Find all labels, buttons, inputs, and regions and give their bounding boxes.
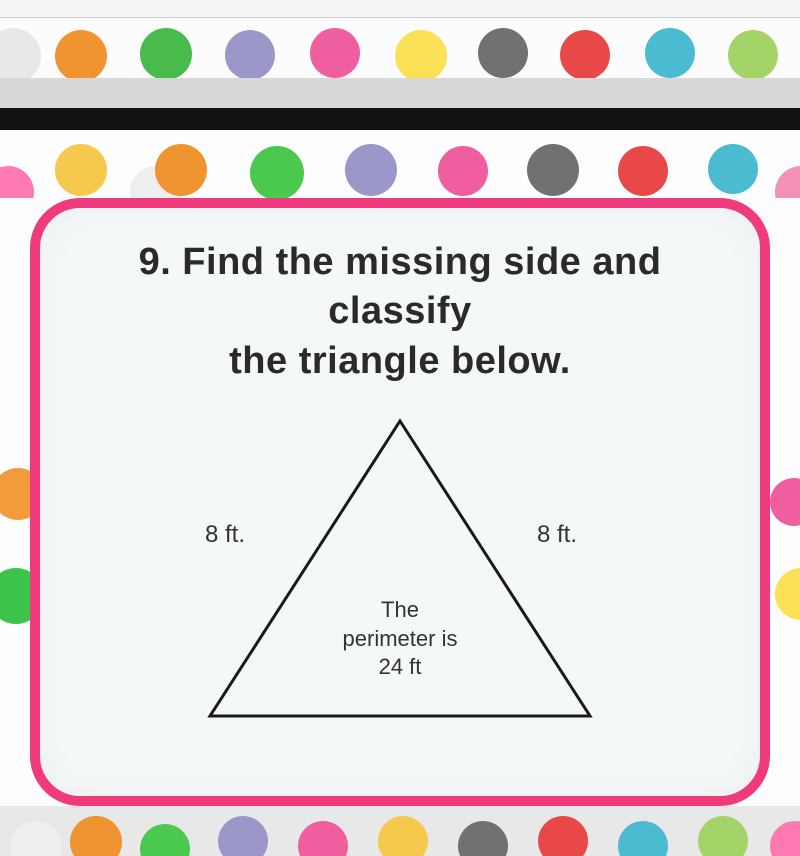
polka-dot: [770, 821, 800, 856]
polka-dot: [708, 144, 758, 194]
question-line1: 9. Find the missing side and classify: [139, 241, 662, 332]
polka-dot: [770, 478, 800, 526]
polka-dot: [698, 816, 748, 856]
polka-dot: [728, 30, 778, 78]
polka-dot: [70, 816, 122, 856]
polka-dot: [645, 28, 695, 78]
polka-dot: [775, 166, 800, 198]
polka-dot: [527, 144, 579, 196]
polka-dot: [10, 821, 62, 856]
right-side-label: 8 ft.: [537, 521, 577, 549]
polka-dot: [458, 821, 508, 856]
polka-dot: [0, 28, 41, 78]
polka-dot: [378, 816, 428, 856]
polka-dot: [0, 166, 34, 198]
perimeter-text: The perimeter is 24 ft: [300, 596, 500, 682]
card-area: 9. Find the missing side and classify th…: [0, 198, 800, 806]
question-text: 9. Find the missing side and classify th…: [74, 238, 726, 386]
triangle-shape: [190, 416, 610, 736]
polka-dot: [618, 146, 668, 196]
black-band: [0, 108, 800, 130]
polka-dot: [55, 144, 107, 196]
polka-dot: [140, 28, 192, 78]
polka-dot: [250, 146, 304, 198]
polka-dot: [395, 30, 447, 78]
polka-dot: [478, 28, 528, 78]
top-bar: [0, 0, 800, 18]
polka-dot: [55, 30, 107, 78]
left-side-label: 8 ft.: [205, 521, 245, 549]
triangle-diagram: 8 ft. 8 ft. The perimeter is 24 ft: [190, 416, 610, 736]
polka-dot: [438, 146, 488, 196]
polka-row-mid: [0, 130, 800, 198]
polka-dot: [560, 30, 610, 78]
gray-band: [0, 78, 800, 108]
polka-dot: [775, 568, 800, 620]
polka-row-top: [0, 18, 800, 78]
polka-dot: [140, 824, 190, 856]
polka-row-bottom: [0, 806, 800, 856]
polka-dot: [155, 144, 207, 196]
polka-dot: [538, 816, 588, 856]
polka-dot: [225, 30, 275, 78]
polka-dot: [345, 144, 397, 196]
polka-dot: [298, 821, 348, 856]
polka-dot: [310, 28, 360, 78]
polka-dot: [218, 816, 268, 856]
question-line2: the triangle below.: [229, 340, 571, 382]
question-card: 9. Find the missing side and classify th…: [30, 198, 770, 806]
polka-dot: [618, 821, 668, 856]
